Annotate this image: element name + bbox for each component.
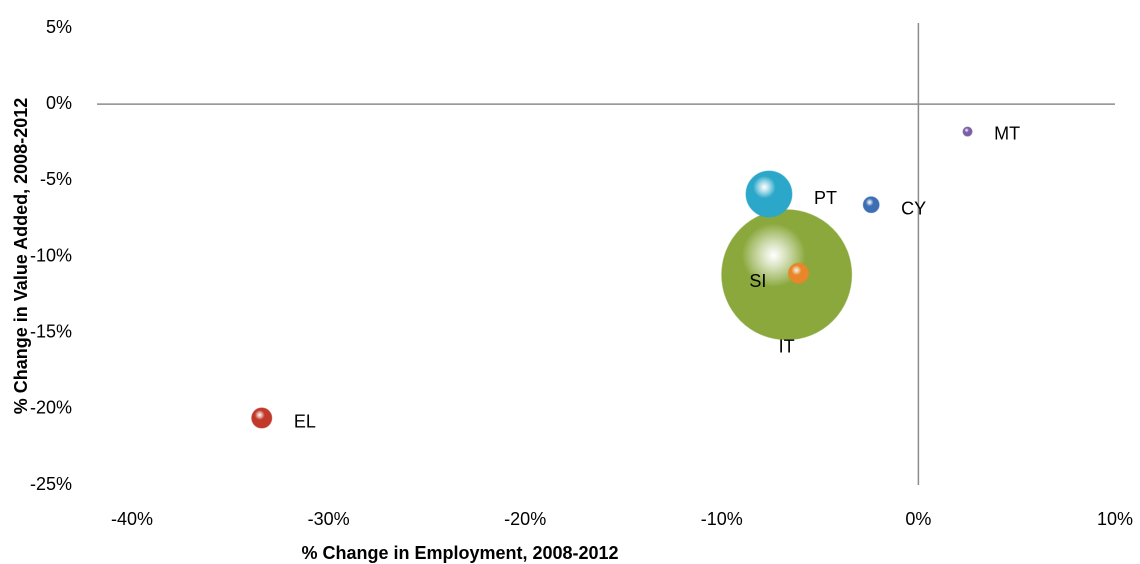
data-label: PT bbox=[814, 188, 837, 208]
data-label: MT bbox=[994, 123, 1020, 143]
bubble bbox=[962, 126, 973, 137]
x-tick-label: -20% bbox=[504, 509, 546, 529]
data-label: SI bbox=[749, 271, 766, 291]
y-axis-title: % Change in Value Added, 2008-2012 bbox=[11, 98, 31, 414]
y-tick-label: 0% bbox=[46, 93, 72, 113]
bubble bbox=[862, 196, 880, 214]
y-tick-label: -10% bbox=[30, 245, 72, 265]
x-axis-title: % Change in Employment, 2008-2012 bbox=[301, 543, 618, 563]
data-label: EL bbox=[294, 412, 316, 432]
data-label: CY bbox=[901, 198, 926, 218]
y-tick-label: -25% bbox=[30, 474, 72, 494]
y-tick-label: -5% bbox=[40, 169, 72, 189]
data-label: IT bbox=[779, 337, 795, 357]
x-tick-label: -40% bbox=[111, 509, 153, 529]
x-tick-label: 0% bbox=[905, 509, 931, 529]
y-tick-label: -15% bbox=[30, 321, 72, 341]
bubble bbox=[745, 170, 793, 218]
y-tick-label: 5% bbox=[46, 17, 72, 37]
x-tick-label: -30% bbox=[308, 509, 350, 529]
bubble bbox=[251, 407, 273, 429]
bubble bbox=[787, 262, 810, 284]
x-tick-label: -10% bbox=[701, 509, 743, 529]
x-tick-label: 10% bbox=[1097, 509, 1133, 529]
bubble bbox=[721, 209, 853, 341]
y-tick-label: -20% bbox=[30, 398, 72, 418]
